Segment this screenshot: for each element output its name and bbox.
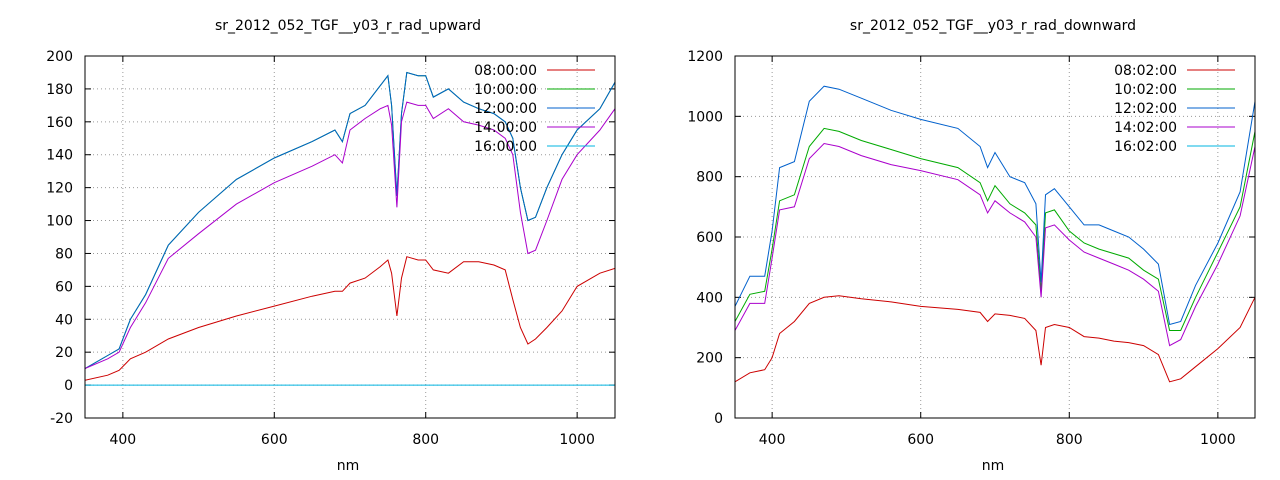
chart-title: sr_2012_052_TGF__y03_r_rad_downward: [850, 18, 1136, 34]
y-tick-label: 200: [696, 351, 723, 367]
y-tick-label: 40: [55, 312, 73, 328]
x-tick-label: 400: [759, 432, 786, 448]
y-tick-label: 60: [55, 279, 73, 295]
x-tick-label: 1000: [559, 432, 595, 448]
series-line-10-02-00: [735, 127, 1255, 331]
y-tick-label: 100: [46, 214, 73, 230]
legend-label: 10:02:00: [1114, 82, 1177, 98]
y-tick-label: 1200: [687, 49, 723, 65]
chart-title: sr_2012_052_TGF__y03_r_rad_upward: [215, 18, 481, 34]
y-tick-label: 20: [55, 345, 73, 361]
series-line-08-00-00: [85, 256, 615, 381]
y-tick-label: 80: [55, 246, 73, 262]
x-axis-label: nm: [982, 458, 1005, 474]
chart-panel-2: sr_2012_052_TGF__y03_r_rad_downward 0 200 4…: [687, 18, 1256, 474]
legend-label: 10:00:00: [474, 82, 537, 98]
legend-label: 16:00:00: [474, 139, 537, 155]
series-line-14-00-00: [85, 101, 615, 370]
y-tick-label: 200: [46, 49, 73, 65]
y-tick-label: 120: [46, 181, 73, 197]
x-tick-label: 800: [412, 432, 439, 448]
legend-label: 16:02:00: [1114, 139, 1177, 155]
x-tick-label: 600: [261, 432, 288, 448]
y-tick-label: -20: [50, 411, 73, 427]
legend-label: 12:02:00: [1114, 101, 1177, 117]
series-line-12-02-00: [735, 85, 1255, 326]
legend-label: 14:00:00: [474, 120, 537, 136]
plot-frame: [734, 55, 1256, 419]
x-tick-label: 600: [907, 432, 934, 448]
plot-frame: [84, 55, 616, 419]
x-tick-label: 1000: [1200, 432, 1236, 448]
legend-label: 12:00:00: [474, 101, 537, 117]
y-tick-label: 800: [696, 170, 723, 186]
legend-label: 08:02:00: [1114, 63, 1177, 79]
legend-label: 14:02:00: [1114, 120, 1177, 136]
y-tick-label: 0: [64, 378, 73, 394]
y-tick-label: 140: [46, 148, 73, 164]
x-tick-label: 800: [1056, 432, 1083, 448]
x-tick-label: 400: [109, 432, 136, 448]
chart-panel-1: sr_2012_052_TGF__y03_r_rad_upward -20 0 20 4…: [46, 18, 616, 474]
legend-label: 08:00:00: [474, 63, 537, 79]
y-tick-label: 160: [46, 115, 73, 131]
y-tick-label: 1000: [687, 109, 723, 125]
series-line-14-02-00: [735, 142, 1255, 347]
y-tick-label: 400: [696, 290, 723, 306]
y-tick-label: 0: [714, 411, 723, 427]
x-axis-label: nm: [337, 458, 360, 474]
y-tick-label: 600: [696, 230, 723, 246]
y-tick-label: 180: [46, 82, 73, 98]
series-line-08-02-00: [735, 295, 1255, 383]
series-line-12-00-00: [85, 71, 615, 370]
